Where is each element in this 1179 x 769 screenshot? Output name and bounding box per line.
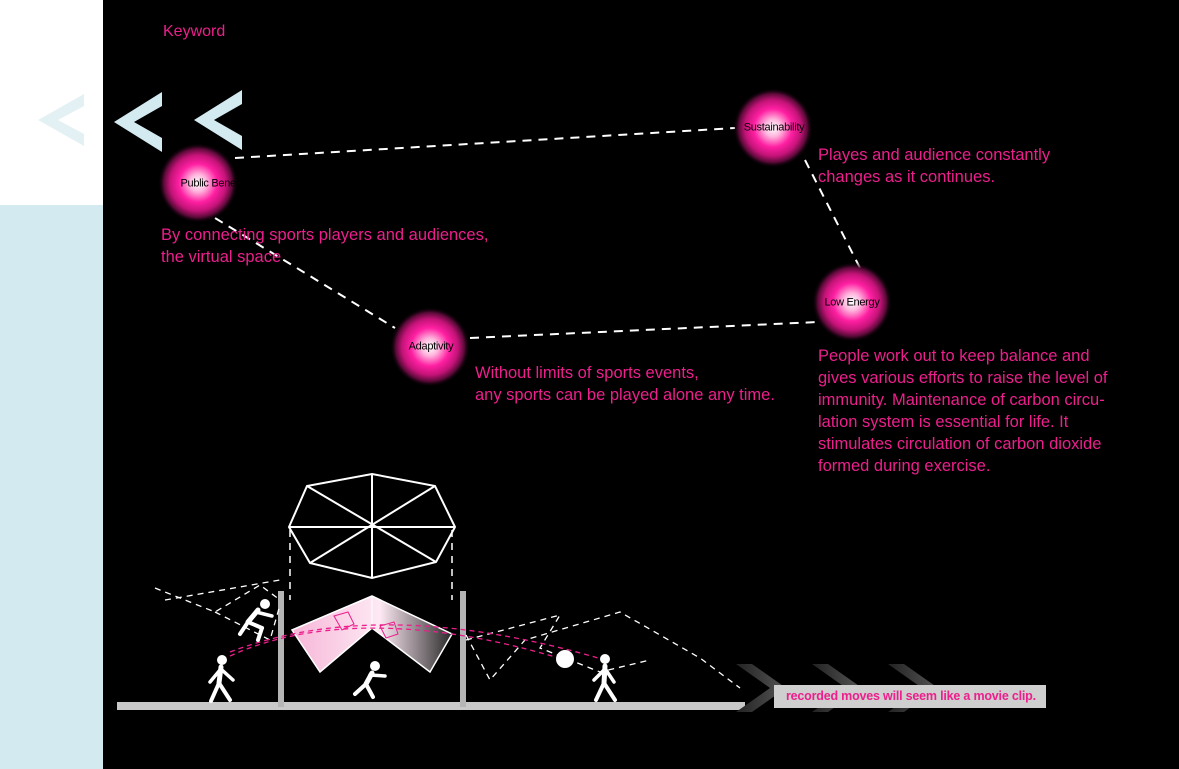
description-sustainability: Playes and audience constantly changes a… <box>818 146 1051 186</box>
caption-bar: recorded moves will seem like a movie cl… <box>774 685 1046 708</box>
node-glow-low-energy <box>812 262 892 342</box>
motion-trace-left <box>154 579 281 641</box>
description-low-energy: People work out to keep balance and give… <box>818 347 1108 475</box>
dome-icon <box>287 472 457 580</box>
post-right <box>460 591 466 707</box>
side-panel-light <box>0 205 103 769</box>
ground-line <box>117 702 745 710</box>
description-public-benefit: By connecting sports players and audienc… <box>161 226 489 266</box>
person-icon <box>592 654 617 702</box>
node-glow-sustainability <box>733 88 813 168</box>
node-label-adaptivity: Adaptivity <box>408 340 454 353</box>
node-label-low-energy: Low Energy <box>824 296 880 309</box>
person-icon <box>208 655 235 703</box>
node-label-sustainability: Sustainability <box>743 121 805 134</box>
chevron-left-icon[interactable] <box>38 94 84 146</box>
ball-trajectory <box>221 624 606 661</box>
keyword-heading: Keyword <box>163 23 226 40</box>
dome-projection-lines <box>289 530 453 600</box>
network-links <box>214 127 861 339</box>
person-icon <box>238 599 274 642</box>
motion-trace-right <box>465 611 741 689</box>
chevron-left-icon[interactable] <box>194 90 242 150</box>
description-adaptivity: Without limits of sports events, any spo… <box>475 364 775 404</box>
post-left <box>278 591 284 707</box>
node-glow-adaptivity <box>390 307 470 387</box>
caption-text: recorded moves will seem like a movie cl… <box>786 689 1036 703</box>
ball-icon <box>556 650 574 668</box>
node-glow-public-benefit <box>158 143 238 223</box>
person-icon <box>353 661 387 699</box>
virtual-screen <box>290 595 454 674</box>
chevron-left-icon[interactable] <box>114 92 162 152</box>
node-label-public-benefit: Public Benefit <box>180 177 244 190</box>
